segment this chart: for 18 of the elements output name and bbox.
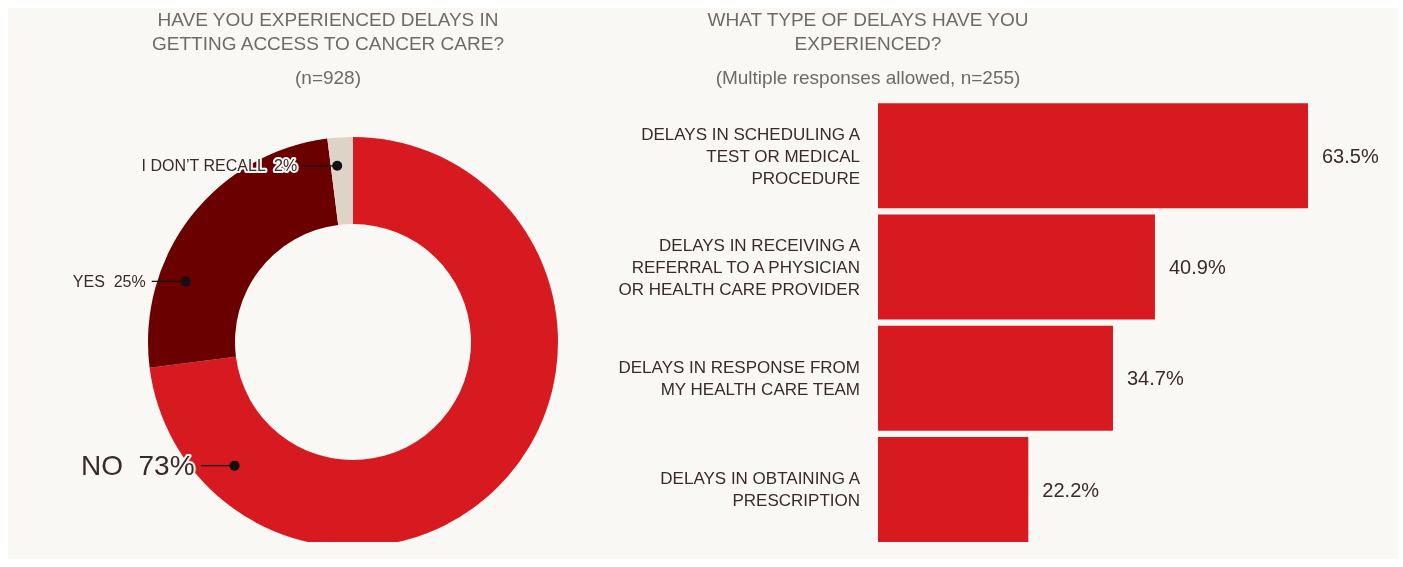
slice-label: YES 25% bbox=[72, 273, 146, 291]
bar bbox=[878, 437, 1029, 543]
y-tick-label: DELAYS IN RECEIVING A REFERRAL TO A PHYSICIAN OR HEALTH CARE PROVIDER bbox=[618, 235, 861, 299]
chart-subtitle: (n=928) bbox=[294, 66, 362, 90]
chart-title: HAVE YOU EXPERIENCED DELAYS IN GETTING ACCESS TO CANCER CARE? bbox=[151, 8, 505, 56]
bar bbox=[878, 325, 1113, 431]
bar bbox=[878, 103, 1308, 209]
y-tick-label: DELAYS IN OBTAINING A PRESCRIPTION bbox=[660, 469, 861, 511]
data-label: 34.7% bbox=[1126, 367, 1184, 390]
bar bbox=[878, 214, 1155, 320]
y-tick-label: DELAYS IN SCHEDULING A TEST OR MEDICAL PROCEDURE bbox=[641, 124, 861, 188]
y-tick-label: DELAYS IN RESPONSE FROM MY HEALTH CARE TEAM bbox=[618, 358, 860, 400]
data-label: 22.2% bbox=[1042, 478, 1100, 501]
data-label: 40.9% bbox=[1168, 256, 1226, 279]
chart-subtitle: (Multiple responses allowed, n=255) bbox=[714, 66, 1022, 90]
data-label: 63.5% bbox=[1322, 144, 1379, 167]
slice-label: NO 73% bbox=[80, 450, 195, 482]
chart-title: WHAT TYPE OF DELAYS HAVE YOU EXPERIENCED? bbox=[706, 8, 1030, 56]
